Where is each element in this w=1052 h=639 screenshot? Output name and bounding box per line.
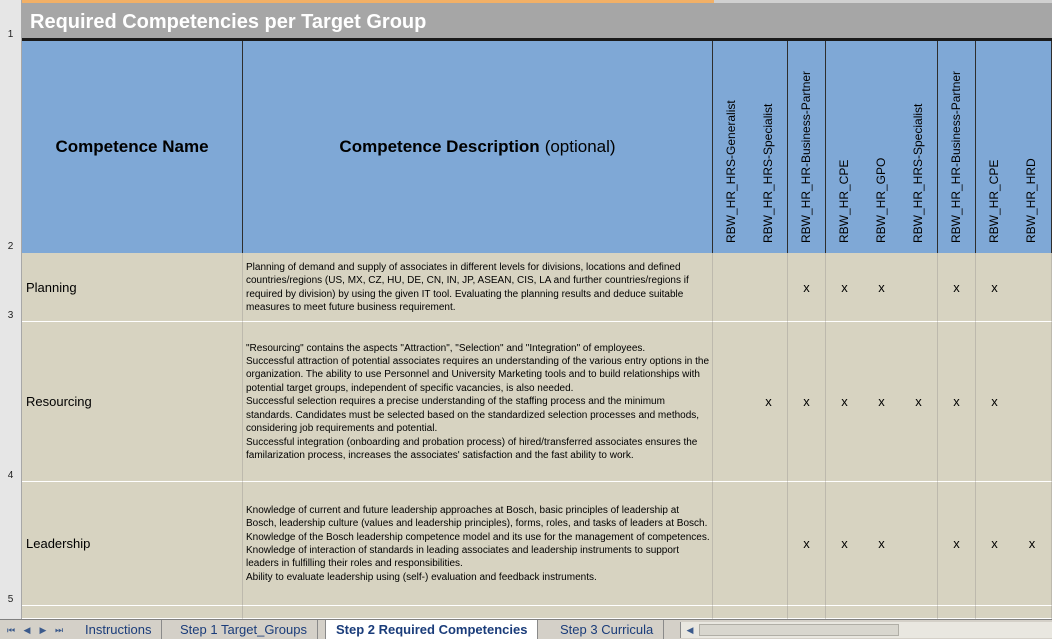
row-header-6[interactable]	[0, 606, 22, 619]
header-competence-description[interactable]: Competence Description (optional)	[243, 41, 713, 253]
cell-requirement-mark[interactable]: x	[863, 322, 901, 482]
cell-requirement-mark[interactable]: x	[826, 482, 864, 606]
last-sheet-icon[interactable]: ⏭	[54, 625, 64, 635]
cell-requirement-mark[interactable]	[1013, 253, 1052, 322]
row-header-4[interactable]: 4	[0, 322, 22, 482]
cell-requirement-mark[interactable]	[713, 482, 751, 606]
target-group-label: RBW_HR_HRD	[1024, 158, 1038, 243]
cell-empty[interactable]	[713, 606, 751, 619]
header-competence-name[interactable]: Competence Name	[22, 41, 243, 253]
row-header-1[interactable]: 1	[0, 0, 22, 41]
cell-requirement-mark[interactable]	[900, 253, 938, 322]
header-description-label: Competence Description	[339, 137, 540, 156]
cell-requirement-mark[interactable]	[713, 322, 751, 482]
cell-requirement-mark[interactable]	[750, 482, 788, 606]
previous-sheet-icon[interactable]: ◀	[23, 625, 31, 635]
cell-requirement-mark[interactable]: x	[976, 322, 1014, 482]
cell-competence-name[interactable]: Planning	[22, 253, 243, 322]
cell-requirement-mark[interactable]: x	[1013, 482, 1052, 606]
cell-requirement-mark[interactable]: x	[863, 482, 901, 606]
tab-step1-target-groups[interactable]: Step 1 Target_Groups	[170, 620, 318, 639]
sheet-title: Required Competencies per Target Group	[30, 11, 427, 33]
row-number: 1	[7, 29, 14, 40]
header-target-group[interactable]: RBW_HR_CPE	[976, 41, 1014, 253]
cell-competence-description[interactable]: "Resourcing" contains the aspects "Attra…	[243, 322, 713, 482]
scrollbar-thumb[interactable]	[699, 624, 899, 636]
row-number: 3	[7, 310, 14, 321]
row-number: 4	[7, 470, 14, 481]
cell-requirement-mark[interactable]: x	[750, 322, 788, 482]
cell-empty[interactable]	[826, 606, 864, 619]
target-group-label: RBW_HR_HRS-Specialist	[760, 103, 775, 243]
description-text: "Resourcing" contains the aspects "Attra…	[246, 342, 710, 461]
cell-requirement-mark[interactable]: x	[863, 253, 901, 322]
tab-step3-curricula[interactable]: Step 3 Curricula	[550, 620, 665, 639]
sheet-tab-bar: ⏮ ◀ ▶ ⏭ Instructions Step 1 Target_Group…	[0, 619, 1052, 639]
cell-requirement-mark[interactable]: x	[938, 322, 976, 482]
header-target-group[interactable]: RBW_HR_GPO	[863, 41, 901, 253]
title-row[interactable]: Required Competencies per Target Group	[22, 3, 1052, 41]
cell-empty[interactable]	[22, 606, 243, 619]
row-header-3[interactable]: 3	[0, 253, 22, 322]
horizontal-scrollbar[interactable]: ◀	[680, 622, 1052, 638]
target-group-label: RBW_HR_HRS-Specialist	[910, 103, 925, 243]
tab-step2-required-competencies[interactable]: Step 2 Required Competencies	[325, 620, 539, 639]
header-target-group[interactable]: RBW_HR_HRS-Generalist	[713, 41, 751, 253]
cell-requirement-mark[interactable]: x	[976, 253, 1014, 322]
next-sheet-icon[interactable]: ▶	[39, 625, 47, 635]
cell-requirement-mark[interactable]: x	[788, 322, 826, 482]
cell-competence-name[interactable]: Resourcing	[22, 322, 243, 482]
target-group-label: RBW_HR_HR-Business-Partner	[948, 70, 963, 243]
cell-empty[interactable]	[900, 606, 938, 619]
scroll-left-icon[interactable]: ◀	[686, 625, 694, 635]
row-header-2[interactable]: 2	[0, 41, 22, 253]
cell-requirement-mark[interactable]: x	[976, 482, 1014, 606]
tab-instructions[interactable]: Instructions	[75, 620, 163, 639]
cell-empty[interactable]	[863, 606, 901, 619]
cell-requirement-mark[interactable]	[1013, 322, 1052, 482]
cell-competence-description[interactable]: Planning of demand and supply of associa…	[243, 253, 713, 322]
cell-requirement-mark[interactable]	[713, 253, 751, 322]
column-header-strip	[22, 0, 1052, 3]
spreadsheet-grid[interactable]: 1 2 3 4 5 Required Competencies per Targ…	[0, 0, 1052, 619]
cell-empty[interactable]	[938, 606, 976, 619]
cell-competence-description[interactable]: Knowledge of current and future leadersh…	[243, 482, 713, 606]
cell-requirement-mark[interactable]: x	[938, 482, 976, 606]
cell-empty[interactable]	[788, 606, 826, 619]
cell-requirement-mark[interactable]: x	[900, 322, 938, 482]
cell-requirement-mark[interactable]: x	[788, 482, 826, 606]
row-number: 2	[7, 241, 14, 252]
target-group-label: RBW_HR_GPO	[873, 157, 888, 243]
cell-empty[interactable]	[976, 606, 1014, 619]
description-text: Knowledge of current and future leadersh…	[246, 504, 710, 583]
cell-requirement-mark[interactable]	[750, 253, 788, 322]
target-group-label: RBW_HR_HRS-Generalist	[723, 100, 738, 243]
header-target-group[interactable]: RBW_HR_CPE	[826, 41, 864, 253]
header-description-optional: (optional)	[544, 137, 616, 156]
cell-requirement-mark[interactable]: x	[826, 322, 864, 482]
header-target-group[interactable]: RBW_HR_HR-Business-Partner	[938, 41, 976, 253]
cell-requirement-mark[interactable]: x	[788, 253, 826, 322]
row-header-5[interactable]: 5	[0, 482, 22, 606]
cell-empty[interactable]	[243, 606, 713, 619]
first-sheet-icon[interactable]: ⏮	[6, 625, 16, 635]
cell-requirement-mark[interactable]: x	[938, 253, 976, 322]
cell-empty[interactable]	[1013, 606, 1052, 619]
header-target-group[interactable]: RBW_HR_HRS-Specialist	[900, 41, 938, 253]
target-group-label: RBW_HR_CPE	[836, 159, 851, 243]
target-group-label: RBW_HR_HR-Business-Partner	[798, 70, 813, 243]
cell-requirement-mark[interactable]	[900, 482, 938, 606]
cell-competence-name[interactable]: Leadership	[22, 482, 243, 606]
header-target-group[interactable]: RBW_HR_HRS-Specialist	[750, 41, 788, 253]
cell-empty[interactable]	[750, 606, 788, 619]
cell-requirement-mark[interactable]: x	[826, 253, 864, 322]
selected-columns-highlight	[22, 0, 714, 3]
row-number: 5	[7, 594, 14, 605]
header-target-group[interactable]: RBW_HR_HRD	[1013, 41, 1052, 253]
header-target-group[interactable]: RBW_HR_HR-Business-Partner	[788, 41, 826, 253]
description-text: Planning of demand and supply of associa…	[246, 261, 689, 313]
target-group-label: RBW_HR_CPE	[986, 159, 1001, 243]
